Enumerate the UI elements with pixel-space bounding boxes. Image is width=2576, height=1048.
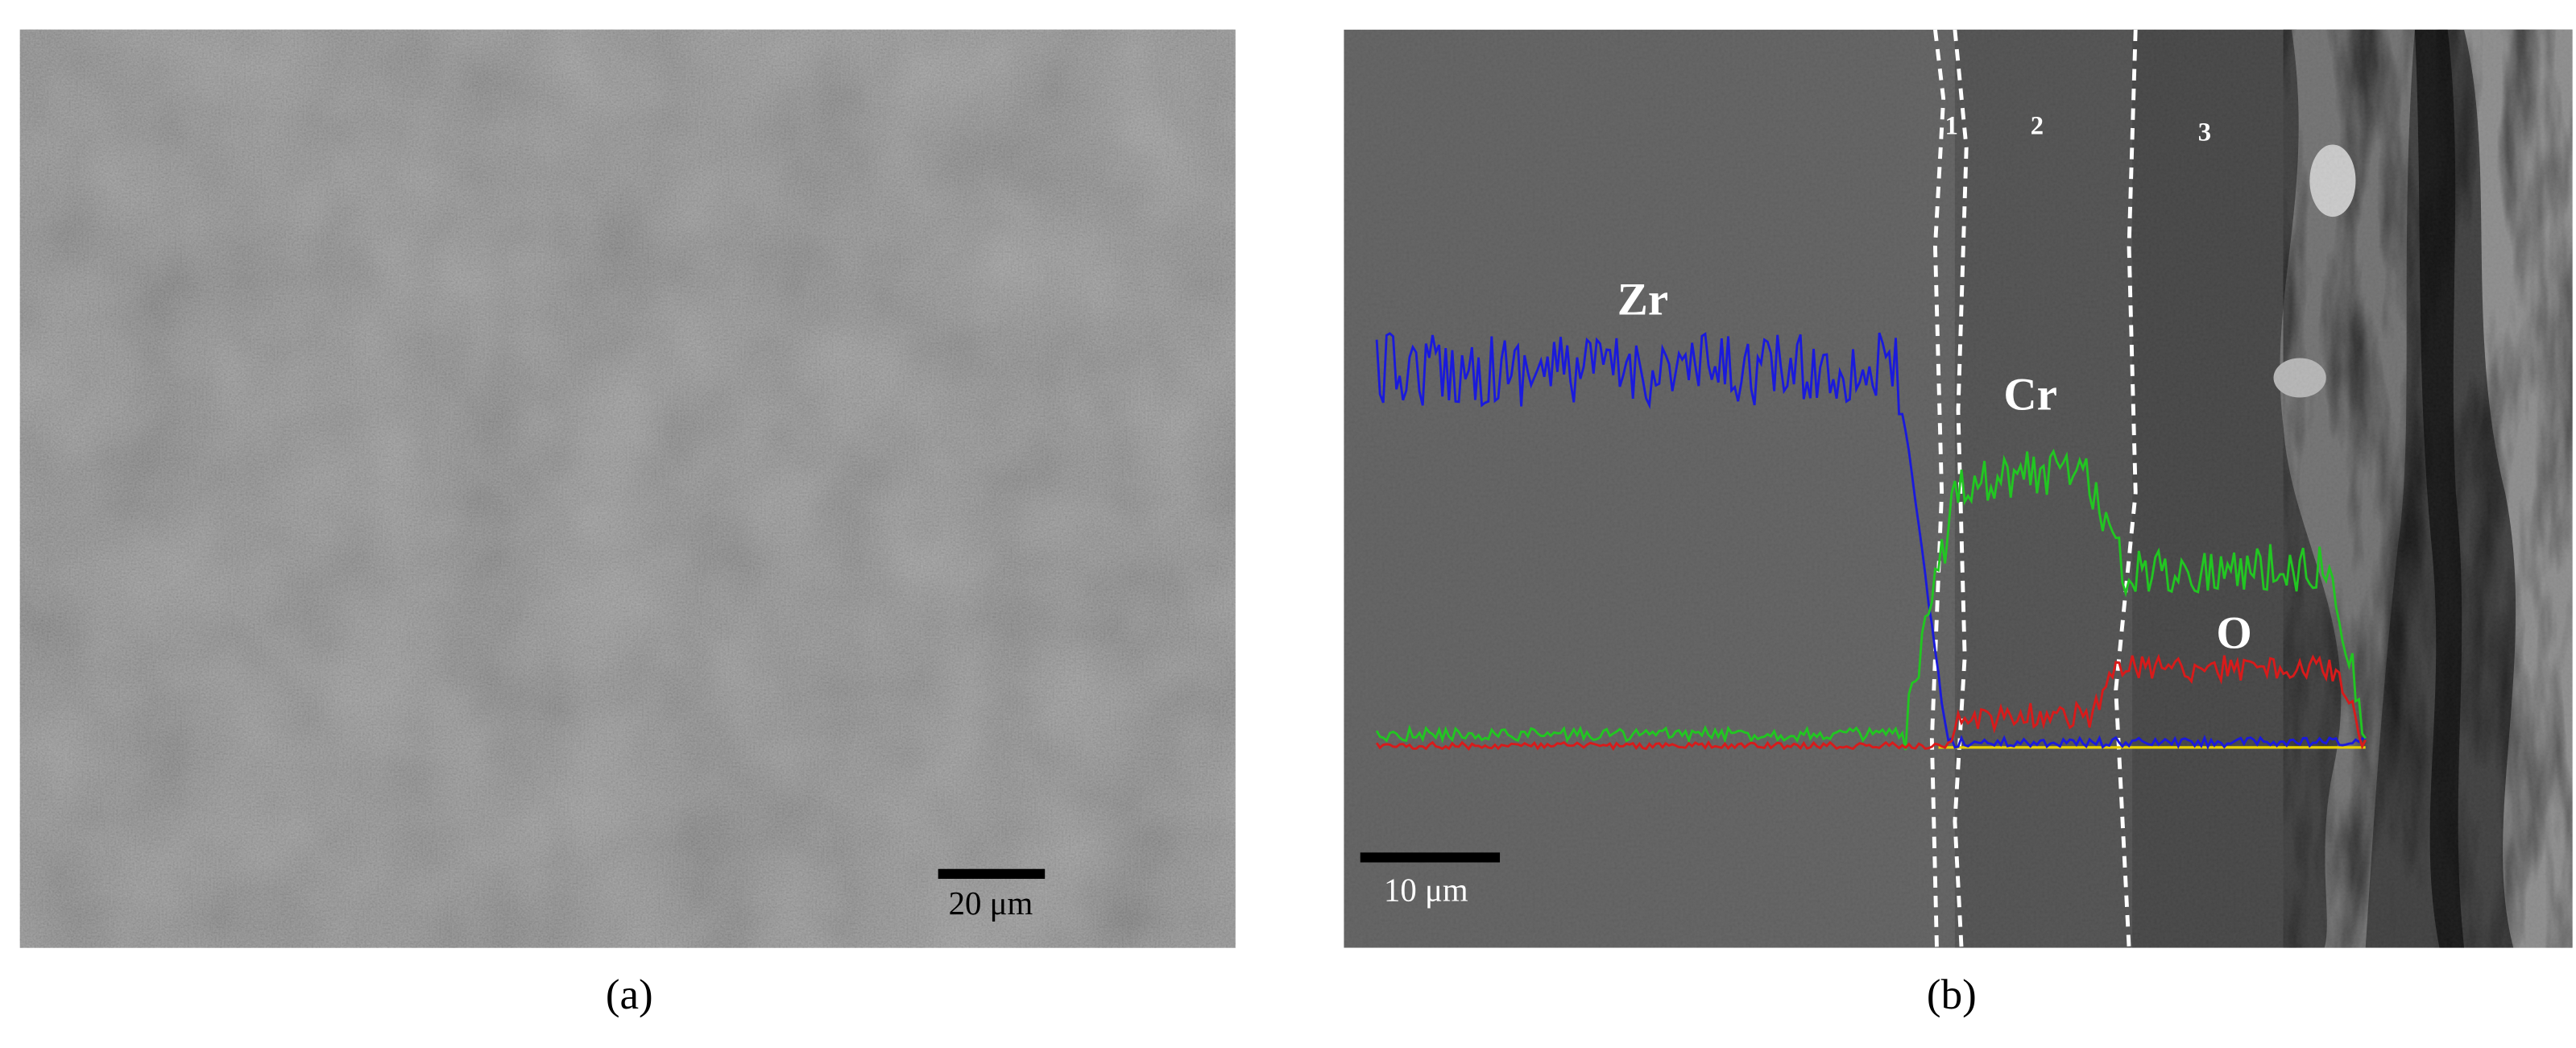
- zone-label: 1: [1945, 112, 1958, 141]
- boundary: [2114, 29, 2138, 948]
- zr-trace: [1375, 332, 2366, 750]
- panel-label: (a): [606, 971, 653, 1018]
- line-profiles: [1375, 332, 2367, 752]
- sem-texture: [1344, 29, 2573, 948]
- scale-bar-label: 10 μm: [1384, 872, 1468, 909]
- zone-label: 2: [2031, 112, 2044, 141]
- panel-label: (b): [1927, 971, 1977, 1018]
- o-trace: [1375, 653, 2367, 752]
- boundary: [1929, 29, 1946, 948]
- scale-bar: [1360, 852, 1501, 863]
- cr-trace: [1375, 448, 2367, 751]
- panel-a: 20 μm (a): [19, 29, 1236, 1018]
- element-label: O: [2216, 607, 2251, 658]
- zone-boundaries: [1929, 29, 2138, 948]
- element-label: Cr: [2003, 370, 2057, 420]
- element-label: Zr: [1617, 274, 1668, 325]
- sem-texture: [19, 29, 1236, 948]
- scale-bar: [938, 868, 1046, 879]
- panel-b: 1 2 3 Zr Cr O 10 μm (b): [1344, 29, 2573, 1018]
- zone-label: 3: [2198, 118, 2211, 147]
- scale-bar-label: 20 μm: [949, 885, 1033, 922]
- boundary: [1953, 29, 1969, 948]
